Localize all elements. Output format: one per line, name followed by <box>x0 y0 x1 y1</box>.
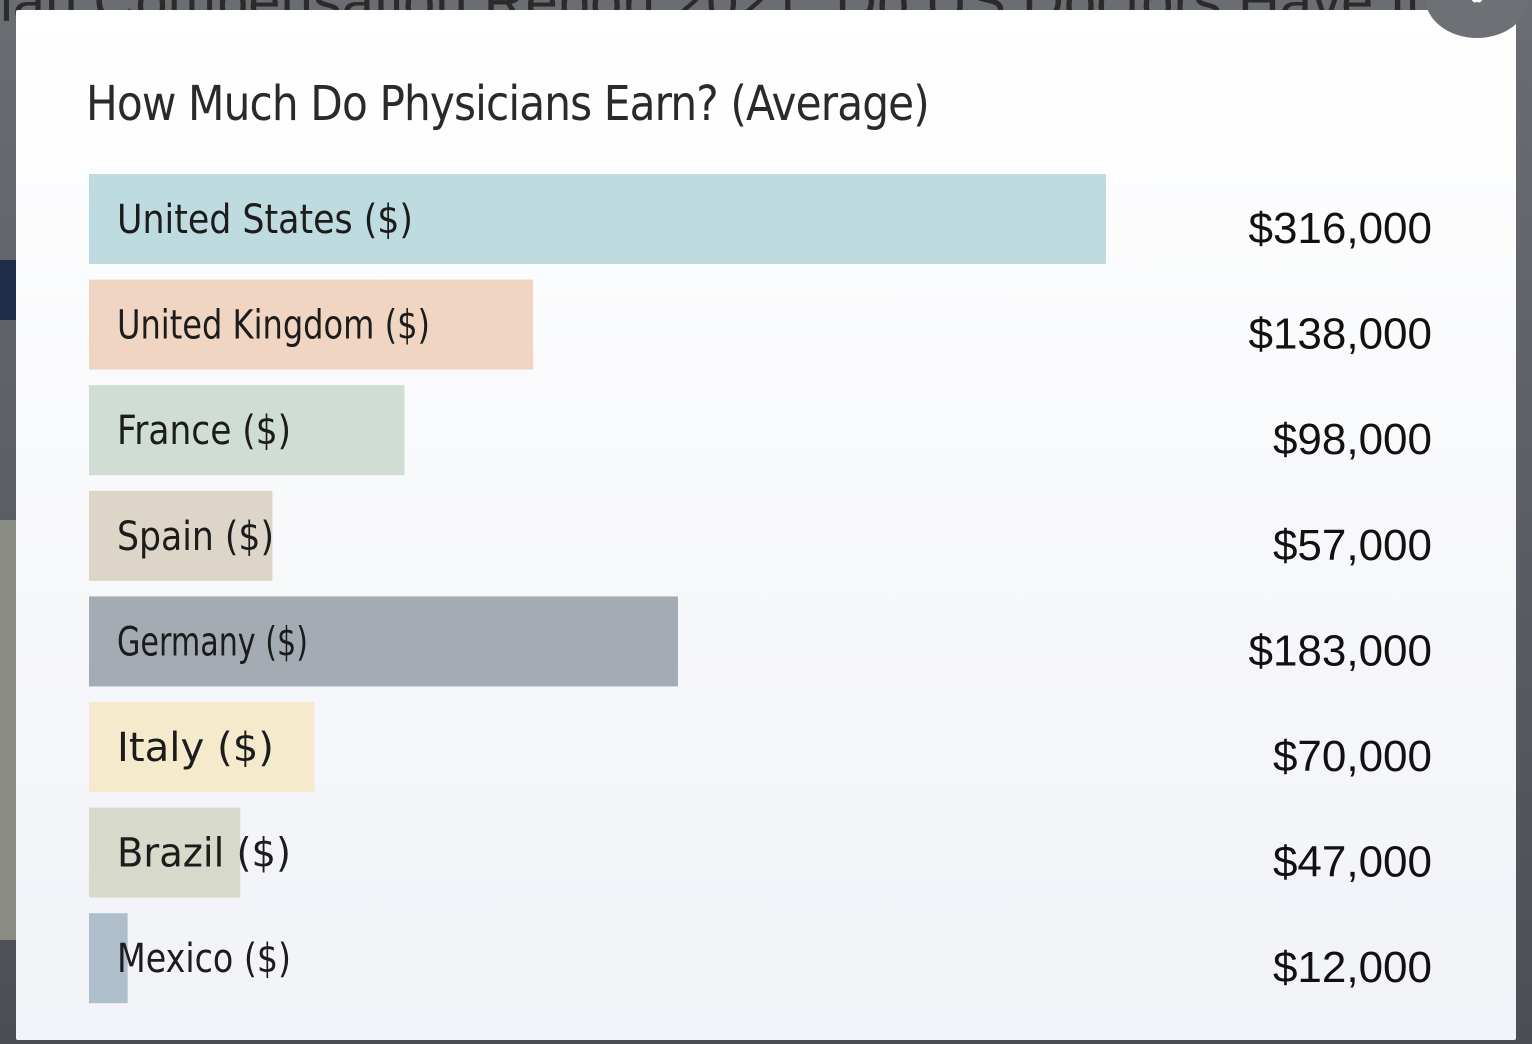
bar-spain <box>89 490 273 581</box>
close-icon <box>1471 0 1483 3</box>
value-label-france: $98,000 <box>1273 415 1432 464</box>
category-label-mexico: Mexico ($) <box>117 936 291 982</box>
chart-title: How Much Do Physicians Earn? (Average) <box>86 76 930 132</box>
category-label-italy: Italy ($) <box>117 725 274 771</box>
category-label-united-states: United States ($) <box>117 197 413 243</box>
bar-united-states <box>89 174 1106 264</box>
bar-brazil <box>89 807 241 898</box>
category-label-united-kingdom: United Kingdom ($) <box>117 303 430 349</box>
bar-italy <box>89 702 315 792</box>
bar-france <box>89 385 405 476</box>
bar-mexico <box>89 913 128 1004</box>
value-label-mexico: $12,000 <box>1273 943 1432 992</box>
bar-united-kingdom <box>89 279 534 370</box>
category-label-france: France ($) <box>117 408 291 454</box>
value-label-italy: $70,000 <box>1273 732 1432 781</box>
background-nav-strip <box>0 260 16 320</box>
value-label-brazil: $47,000 <box>1273 838 1432 887</box>
value-label-germany: $183,000 <box>1248 626 1432 675</box>
bar-chart: United States ($) $316,000 United Kingdom … <box>89 174 1432 1004</box>
value-label-spain: $57,000 <box>1273 521 1432 570</box>
value-label-united-states: $316,000 <box>1248 204 1432 253</box>
category-label-spain: Spain ($) <box>117 514 274 560</box>
category-label-germany: Germany ($) <box>117 619 308 665</box>
category-label-brazil: Brazil ($) <box>117 831 291 877</box>
value-label-united-kingdom: $138,000 <box>1248 310 1432 359</box>
background-image-strip <box>0 520 16 940</box>
bar-germany <box>89 596 678 687</box>
chart-modal: How Much Do Physicians Earn? (Average) U… <box>16 10 1516 1040</box>
